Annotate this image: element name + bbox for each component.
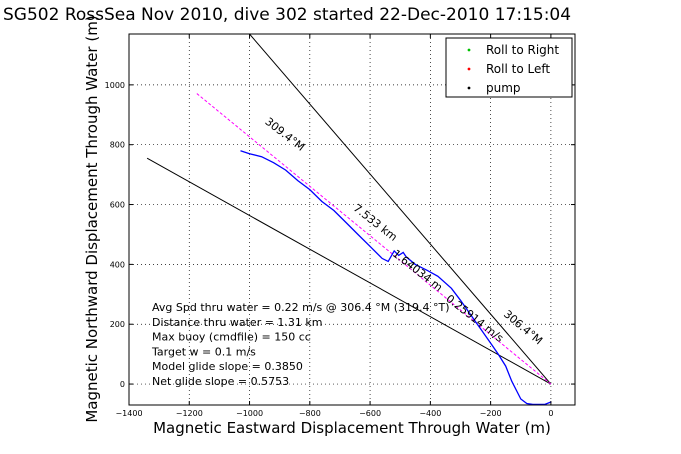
x-axis-label: Magnetic Eastward Displacement Through W… [153,419,551,437]
series-line-1 [249,34,552,385]
x-tick-label: −1000 [236,409,263,418]
chart-title: SG502 RossSea Nov 2010, dive 302 started… [3,5,571,25]
legend-marker [467,67,471,71]
y-tick-label: 800 [110,141,125,150]
series-layer [146,34,552,405]
x-tick-label: −400 [419,409,441,418]
y-tick-label: 1000 [105,81,125,90]
x-tick-label: 0 [548,409,553,418]
legend-label: Roll to Right [486,43,559,57]
summary-line-6: Net glide slope = 0.5753 [152,375,289,388]
summary-line-5: Model glide slope = 0.3850 [152,360,303,373]
x-tick-label: −200 [480,409,502,418]
legend-label: Roll to Left [486,62,550,76]
y-axis-label: Magnetic Northward Displacement Through … [83,15,101,422]
summary-line-2: Distance thru water = 1.31 km [152,316,323,329]
y-tick-label: 400 [110,260,125,269]
series-line-3 [194,91,552,385]
legend-box [445,37,573,98]
summary-block: Avg Spd thru water = 0.22 m/s @ 306.4 °M… [151,301,450,388]
summary-line-4: Target w = 0.1 m/s [151,345,256,358]
y-tick-label: 200 [110,320,125,329]
legend-marker [467,86,471,90]
plot-frame [128,33,576,406]
summary-line-1: Avg Spd thru water = 0.22 m/s @ 306.4 °M… [152,301,450,314]
y-tick-label: 0 [120,380,125,389]
series-line-2 [146,157,552,385]
summary-line-3: Max buoy (cmdfile) = 150 cc [152,331,311,344]
legend-label: pump [486,81,521,95]
legend: Roll to Right Roll to Left pump [445,37,573,98]
legend-marker [467,48,471,52]
y-tick-label: 600 [110,201,125,210]
x-tick-label: −1400 [115,409,142,418]
x-tick-label: −600 [359,409,381,418]
x-tick-label: −800 [299,409,321,418]
series-line-4 [240,150,552,405]
tick-layer: −1400 −1200 −1000 −800 −600 −400 −200 0 0 200 400 6… [105,34,575,418]
x-tick-label: −1200 [176,409,203,418]
